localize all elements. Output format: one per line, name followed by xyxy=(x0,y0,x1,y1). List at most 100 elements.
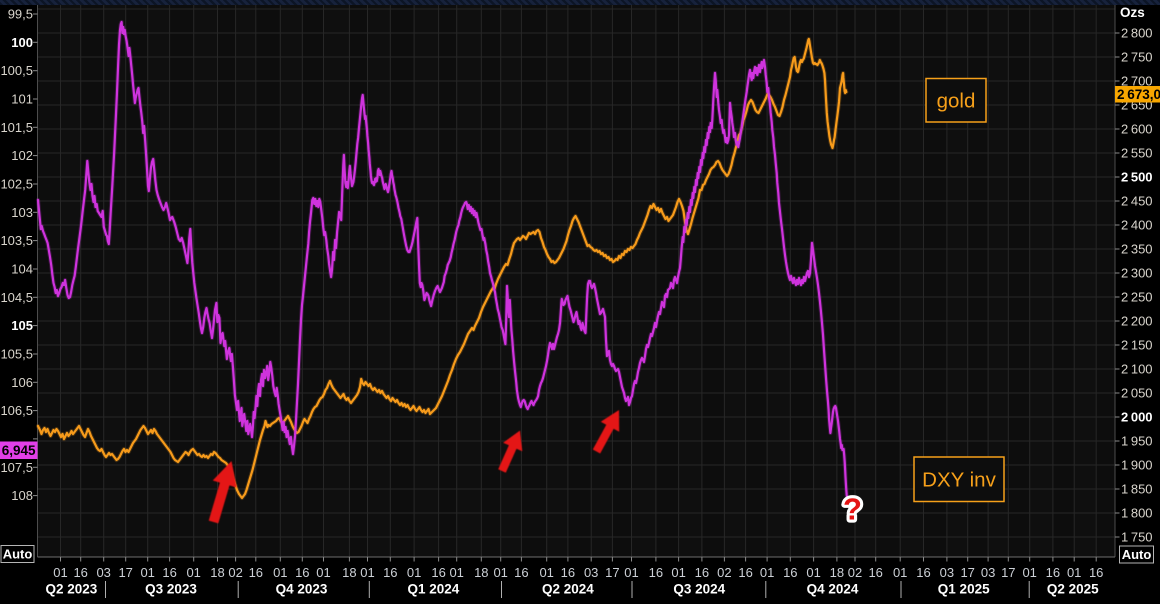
svg-text:Q2 2025: Q2 2025 xyxy=(1047,582,1099,597)
svg-text:03: 03 xyxy=(96,565,110,580)
svg-text:16: 16 xyxy=(916,565,930,580)
svg-text:99,5: 99,5 xyxy=(8,7,33,22)
svg-text:01: 01 xyxy=(760,565,774,580)
svg-text:03: 03 xyxy=(981,565,995,580)
svg-text:2 300: 2 300 xyxy=(1121,266,1153,281)
svg-text:Q1 2025: Q1 2025 xyxy=(938,582,990,597)
svg-text:1 800: 1 800 xyxy=(1121,506,1153,521)
svg-text:Ozs: Ozs xyxy=(1120,5,1145,20)
svg-text:106: 106 xyxy=(11,375,33,390)
svg-text:16: 16 xyxy=(649,565,663,580)
svg-text:16: 16 xyxy=(561,565,575,580)
svg-text:01: 01 xyxy=(316,565,330,580)
svg-text:102: 102 xyxy=(11,148,33,163)
svg-text:2 050: 2 050 xyxy=(1121,386,1153,401)
svg-text:2 450: 2 450 xyxy=(1121,194,1153,209)
svg-text:gold: gold xyxy=(937,90,976,113)
svg-text:?: ? xyxy=(843,492,862,527)
svg-text:2 350: 2 350 xyxy=(1121,242,1153,257)
svg-text:?: ? xyxy=(843,492,862,527)
svg-text:Q4 2023: Q4 2023 xyxy=(276,582,328,597)
svg-text:01: 01 xyxy=(539,565,553,580)
svg-text:2 800: 2 800 xyxy=(1121,26,1153,41)
svg-text:2 250: 2 250 xyxy=(1121,290,1153,305)
svg-text:Q1 2024: Q1 2024 xyxy=(408,582,460,597)
svg-text:100,5: 100,5 xyxy=(0,63,33,78)
svg-text:Auto: Auto xyxy=(3,547,33,562)
svg-text:Q3 2023: Q3 2023 xyxy=(145,582,197,597)
svg-text:17: 17 xyxy=(960,565,974,580)
svg-text:01: 01 xyxy=(186,565,200,580)
svg-text:105: 105 xyxy=(11,318,33,333)
svg-text:2 750: 2 750 xyxy=(1121,50,1153,65)
svg-text:01: 01 xyxy=(671,565,685,580)
svg-text:101: 101 xyxy=(11,92,33,107)
svg-text:16: 16 xyxy=(695,565,709,580)
svg-text:01: 01 xyxy=(624,565,638,580)
svg-text:01: 01 xyxy=(893,565,907,580)
svg-text:01: 01 xyxy=(1067,565,1081,580)
svg-text:16: 16 xyxy=(431,565,445,580)
svg-text:01: 01 xyxy=(273,565,287,580)
svg-text:16: 16 xyxy=(783,565,797,580)
svg-text:100: 100 xyxy=(11,35,33,50)
svg-text:03: 03 xyxy=(940,565,954,580)
svg-text:2 000: 2 000 xyxy=(1121,410,1153,425)
svg-text:17: 17 xyxy=(605,565,619,580)
svg-text:17: 17 xyxy=(118,565,132,580)
svg-text:2 673,0: 2 673,0 xyxy=(1117,87,1160,102)
svg-text:2 100: 2 100 xyxy=(1121,362,1153,377)
svg-text:18: 18 xyxy=(830,565,844,580)
svg-text:2 600: 2 600 xyxy=(1121,122,1153,137)
svg-text:16: 16 xyxy=(249,565,263,580)
svg-text:16: 16 xyxy=(514,565,528,580)
svg-text:01: 01 xyxy=(53,565,67,580)
svg-text:Q2 2023: Q2 2023 xyxy=(46,582,98,597)
svg-text:18: 18 xyxy=(342,565,356,580)
svg-text:01: 01 xyxy=(360,565,374,580)
svg-text:2 500: 2 500 xyxy=(1121,170,1153,185)
svg-text:101,5: 101,5 xyxy=(0,120,33,135)
svg-text:02: 02 xyxy=(848,565,862,580)
svg-text:18: 18 xyxy=(474,565,488,580)
svg-text:103,5: 103,5 xyxy=(0,233,33,248)
svg-text:2 150: 2 150 xyxy=(1121,338,1153,353)
svg-text:1 850: 1 850 xyxy=(1121,482,1153,497)
svg-text:16: 16 xyxy=(738,565,752,580)
svg-text:01: 01 xyxy=(806,565,820,580)
svg-text:1 900: 1 900 xyxy=(1121,458,1153,473)
svg-text:2 400: 2 400 xyxy=(1121,218,1153,233)
svg-text:16: 16 xyxy=(1089,565,1103,580)
svg-text:01: 01 xyxy=(140,565,154,580)
svg-text:03: 03 xyxy=(584,565,598,580)
svg-text:Q2 2024: Q2 2024 xyxy=(542,582,594,597)
svg-text:18: 18 xyxy=(210,565,224,580)
svg-text:6,945: 6,945 xyxy=(2,443,36,458)
svg-text:1 950: 1 950 xyxy=(1121,434,1153,449)
svg-text:01: 01 xyxy=(493,565,507,580)
svg-text:16: 16 xyxy=(162,565,176,580)
svg-text:Auto: Auto xyxy=(1122,547,1152,562)
svg-text:2 200: 2 200 xyxy=(1121,314,1153,329)
svg-text:Q4 2024: Q4 2024 xyxy=(807,582,859,597)
svg-text:105,5: 105,5 xyxy=(0,347,33,362)
svg-text:16: 16 xyxy=(1046,565,1060,580)
svg-text:106,5: 106,5 xyxy=(0,403,33,418)
svg-text:16: 16 xyxy=(73,565,87,580)
svg-text:103: 103 xyxy=(11,205,33,220)
svg-text:Q3 2024: Q3 2024 xyxy=(673,582,725,597)
svg-text:16: 16 xyxy=(868,565,882,580)
svg-text:17: 17 xyxy=(1001,565,1015,580)
svg-text:108: 108 xyxy=(11,488,33,503)
svg-text:16: 16 xyxy=(383,565,397,580)
svg-text:104,5: 104,5 xyxy=(0,290,33,305)
svg-text:01: 01 xyxy=(449,565,463,580)
svg-text:02: 02 xyxy=(228,565,242,580)
svg-text:104: 104 xyxy=(11,262,33,277)
svg-text:01: 01 xyxy=(1022,565,1036,580)
svg-text:107,5: 107,5 xyxy=(0,460,33,475)
svg-text:2 550: 2 550 xyxy=(1121,146,1153,161)
svg-text:2 700: 2 700 xyxy=(1121,74,1153,89)
svg-text:02: 02 xyxy=(717,565,731,580)
svg-text:16: 16 xyxy=(295,565,309,580)
